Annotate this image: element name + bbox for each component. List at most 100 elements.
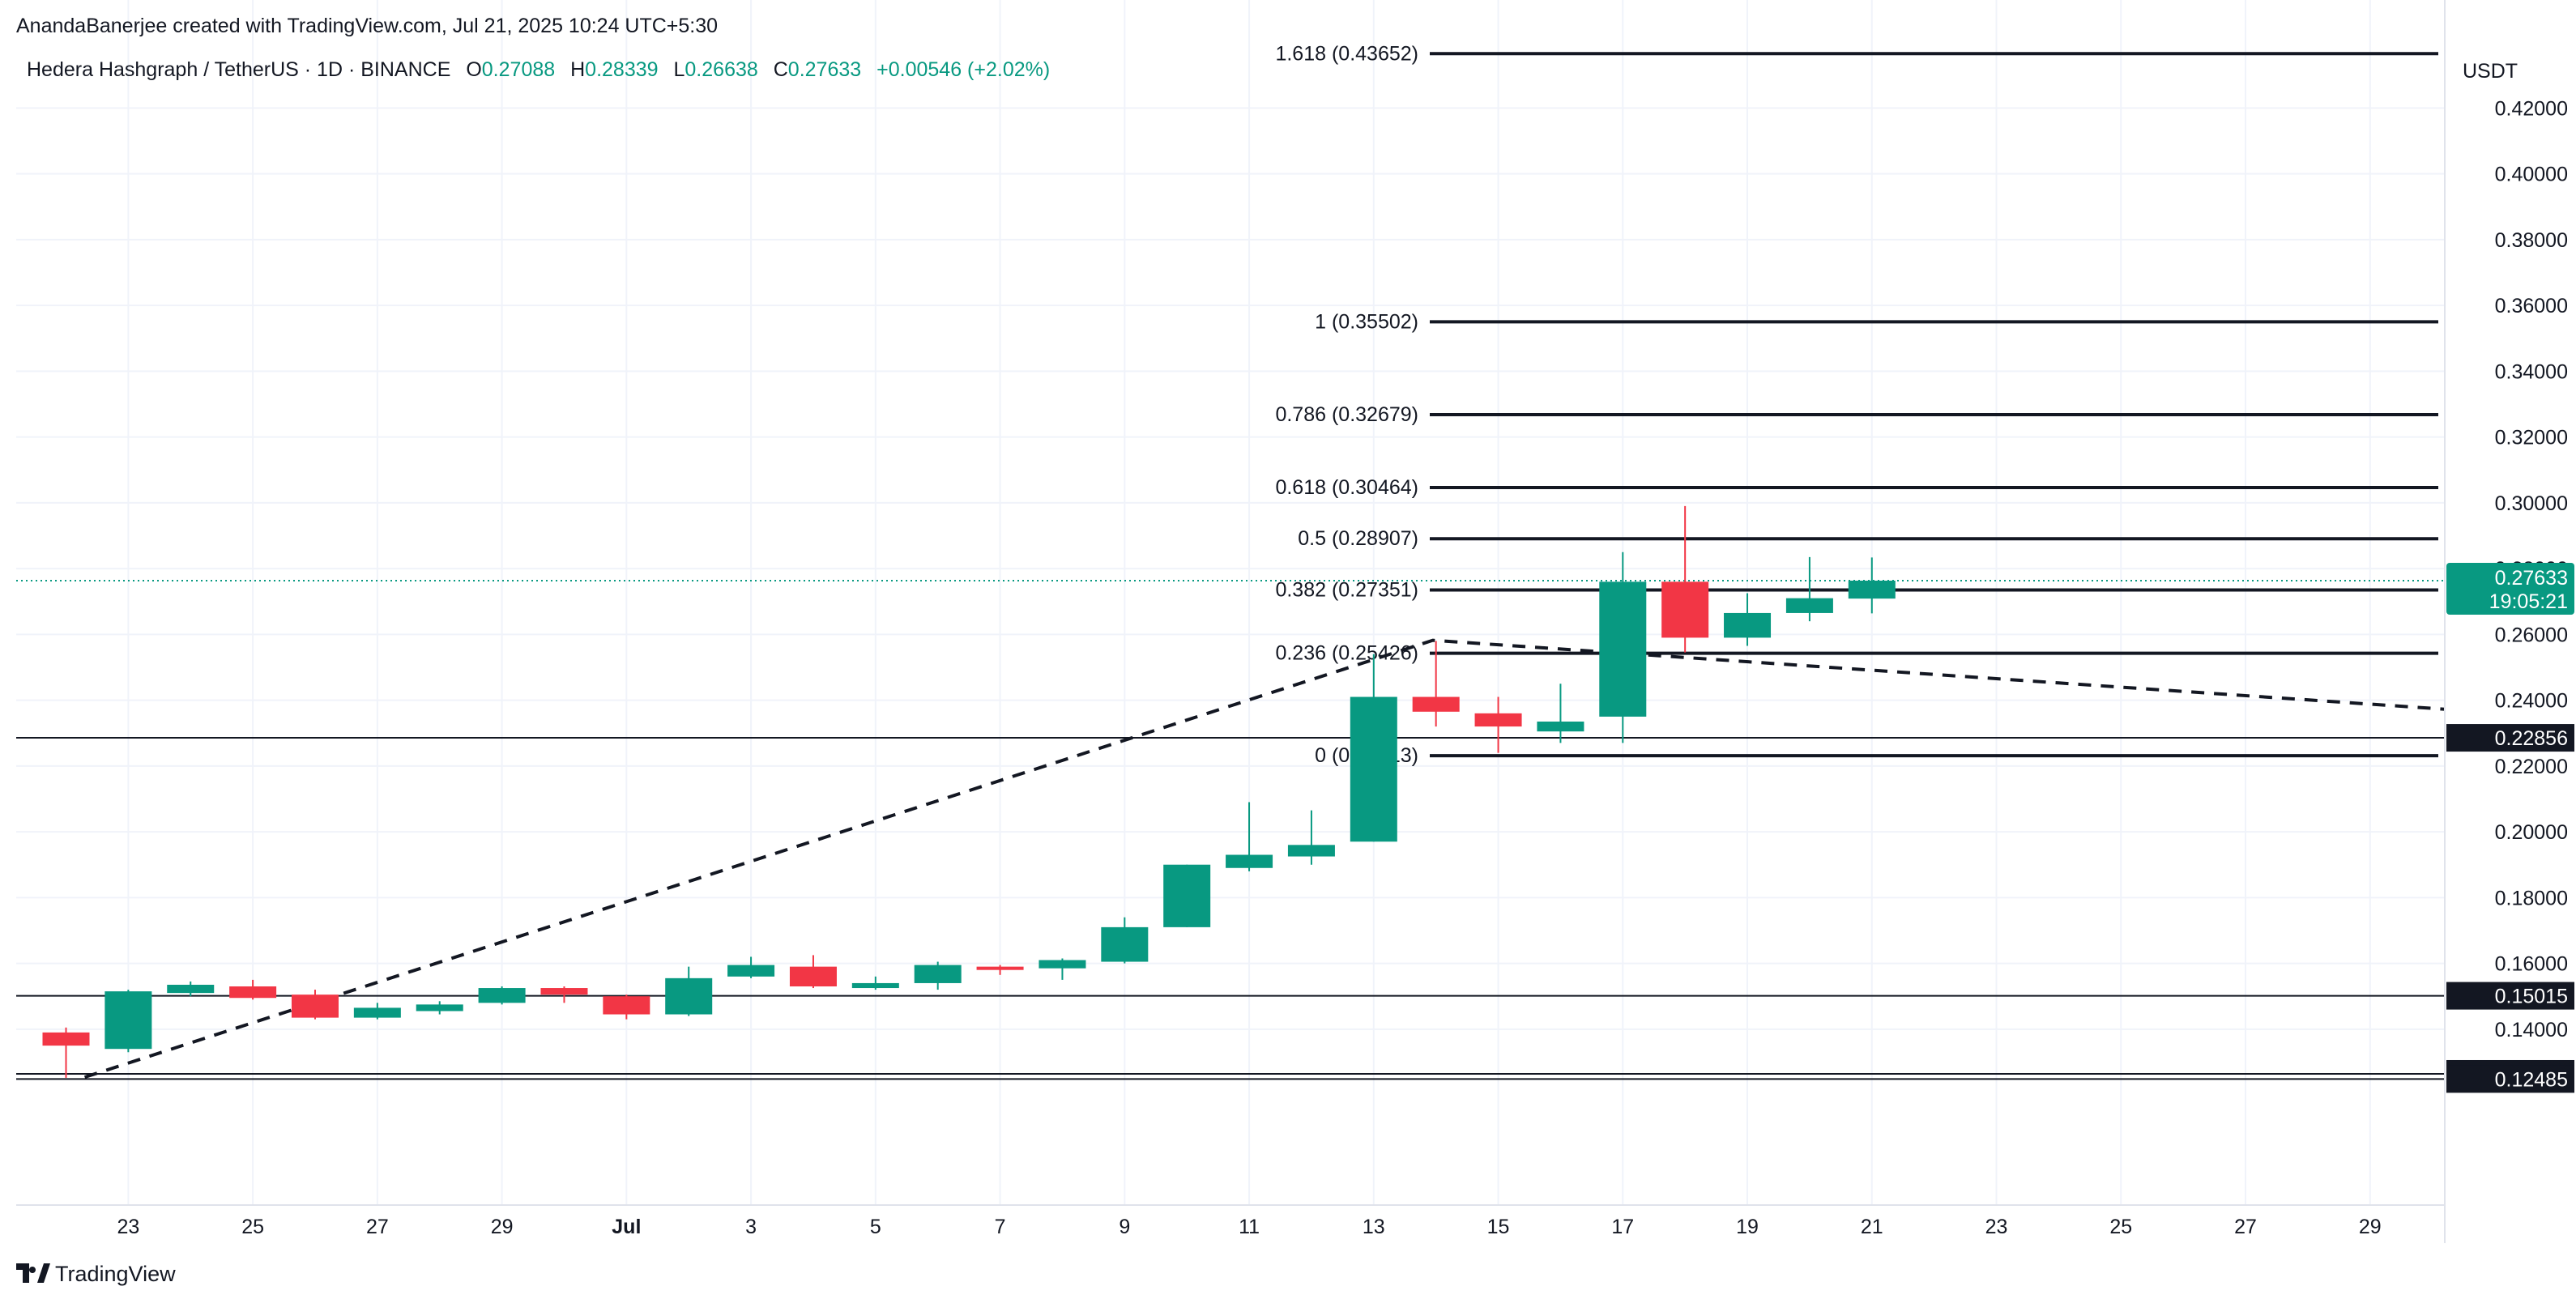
price-tick-label: 0.14000	[2495, 1019, 2568, 1041]
close-label: C	[774, 58, 788, 81]
time-tick-label: 23	[117, 1216, 139, 1238]
price-tick-label: 0.22000	[2495, 756, 2568, 778]
symbol-name: Hedera Hashgraph / TetherUS · 1D · BINAN…	[27, 58, 450, 81]
time-tick-label: 5	[870, 1216, 881, 1238]
fib-level-label: 0.5 (0.28907)	[1298, 527, 1418, 550]
price-axis-bg	[2445, 0, 2576, 1243]
time-tick-label: 27	[366, 1216, 389, 1238]
price-label-text: 0.12485	[2495, 1068, 2568, 1091]
candle-body-down	[291, 994, 339, 1018]
change-value: +0.00546 (+2.02%)	[876, 58, 1050, 81]
candle-body-up	[167, 984, 215, 994]
candle-body-up	[1724, 612, 1772, 638]
candle-body-up	[1599, 581, 1647, 717]
candle-body-down	[603, 996, 650, 1015]
price-label-pill	[2446, 724, 2574, 752]
price-tick-label: 0.36000	[2495, 295, 2568, 317]
fib-level-label: 1.618 (0.43652)	[1275, 42, 1418, 65]
grid	[16, 0, 2445, 1205]
fib-level-label: 0.786 (0.32679)	[1275, 403, 1418, 426]
candle-body-up	[1287, 845, 1335, 857]
candle-body-down	[540, 988, 588, 995]
fibonacci-levels[interactable]: 1.618 (0.43652) 1 (0.35502) 0.786 (0.32679…	[1275, 42, 2438, 767]
candle-body-up	[1537, 721, 1584, 732]
price-label-pill	[2446, 1065, 2574, 1093]
symbol-legend[interactable]: Hedera Hashgraph / TetherUS · 1D · BINAN…	[27, 58, 1050, 81]
candle-body-up	[353, 1007, 401, 1018]
price-label-text: 0.15015	[2495, 986, 2568, 1008]
fib-level-label: 0.618 (0.30464)	[1275, 476, 1418, 499]
candle-body-down	[976, 966, 1024, 970]
time-tick-label: 27	[2234, 1216, 2257, 1238]
last-price-pill	[2446, 563, 2574, 615]
time-tick-label: 25	[2109, 1216, 2132, 1238]
time-tick-label: 29	[2359, 1216, 2382, 1238]
open-value: 0.27088	[482, 58, 555, 81]
price-axis[interactable]: USDT 0.42000 0.40000 0.38000 0.36000 0.34000…	[2444, 0, 2576, 1243]
candle-body-up	[1350, 696, 1397, 842]
candle-body-up	[416, 1004, 463, 1012]
currency-label: USDT	[2463, 60, 2518, 83]
time-tick-label: 15	[1487, 1216, 1510, 1238]
time-axis[interactable]: 23 25 27 29 Jul 3 5 7 9 11 13 15 17 19 21 23 25 27 29	[16, 1204, 2445, 1238]
price-tick-label: 0.38000	[2495, 229, 2568, 252]
candle-body-up	[665, 977, 713, 1015]
price-tick-label: 0.32000	[2495, 427, 2568, 449]
fib-level-label: 0.382 (0.27351)	[1275, 578, 1418, 601]
time-tick-label: 17	[1611, 1216, 1634, 1238]
candle-body-down	[1661, 581, 1709, 638]
candle-body-down	[789, 966, 837, 987]
time-tick-label: 11	[1239, 1216, 1260, 1238]
price-label-pill	[2446, 982, 2574, 1010]
open-label: O	[466, 58, 481, 81]
candle-body-up	[1101, 926, 1149, 962]
horizontal-lines	[16, 580, 2445, 1080]
candle-body-up	[1039, 960, 1086, 969]
fib-level-label: 0.236 (0.25426)	[1275, 642, 1418, 665]
time-tick-label: 3	[745, 1216, 757, 1238]
candle-body-up	[727, 965, 775, 977]
credit-line: AnandaBanerjee created with TradingView.…	[16, 15, 718, 37]
candle-body-down	[1474, 713, 1522, 727]
candle-body-up	[1163, 864, 1211, 927]
candle-body-up	[1848, 581, 1896, 599]
time-tick-label: 25	[241, 1216, 264, 1238]
time-tick-label: Jul	[612, 1216, 641, 1238]
chart-header: AnandaBanerjee created with TradingView.…	[16, 15, 1050, 81]
candle-body-up	[1785, 598, 1833, 613]
price-label-text: 0.22856	[2495, 727, 2568, 750]
fib-level-label: 1 (0.35502)	[1315, 310, 1418, 333]
close-value: 0.27633	[788, 58, 861, 81]
time-tick-label: 13	[1363, 1216, 1385, 1238]
candles	[42, 505, 1896, 1078]
time-tick-label: 21	[1861, 1216, 1883, 1238]
candle-body-down	[1412, 696, 1460, 712]
price-tick-label: 0.24000	[2495, 690, 2568, 713]
tradingview-logo[interactable]: TradingView	[16, 1262, 176, 1286]
time-tick-label: 29	[491, 1216, 514, 1238]
low-label: L	[674, 58, 685, 81]
high-value: 0.28339	[585, 58, 658, 81]
price-labels: 0.228560.150150.126420.124850.2763319:05…	[2446, 563, 2574, 1093]
last-price-countdown: 19:05:21	[2489, 590, 2568, 613]
price-tick-label: 0.20000	[2495, 821, 2568, 844]
price-tick-label: 0.18000	[2495, 887, 2568, 909]
tradingview-logo-icon	[16, 1263, 50, 1283]
candle-body-down	[42, 1032, 90, 1046]
price-tick-label: 0.16000	[2495, 953, 2568, 976]
candle-body-down	[229, 986, 277, 999]
candle-body-up	[851, 982, 899, 989]
low-value: 0.26638	[685, 58, 757, 81]
trend-lines[interactable]	[83, 638, 2458, 1080]
time-tick-label: 9	[1119, 1216, 1130, 1238]
candle-body-up	[478, 988, 526, 1003]
time-tick-label: 23	[1985, 1216, 2008, 1238]
candle-body-up	[104, 991, 152, 1050]
last-price-value: 0.27633	[2495, 567, 2568, 590]
dashed-trend-line[interactable]	[83, 638, 2458, 1080]
time-tick-label: 19	[1736, 1216, 1759, 1238]
price-tick-label: 0.42000	[2495, 97, 2568, 120]
price-tick-label: 0.26000	[2495, 624, 2568, 646]
time-tick-label: 7	[995, 1216, 1006, 1238]
